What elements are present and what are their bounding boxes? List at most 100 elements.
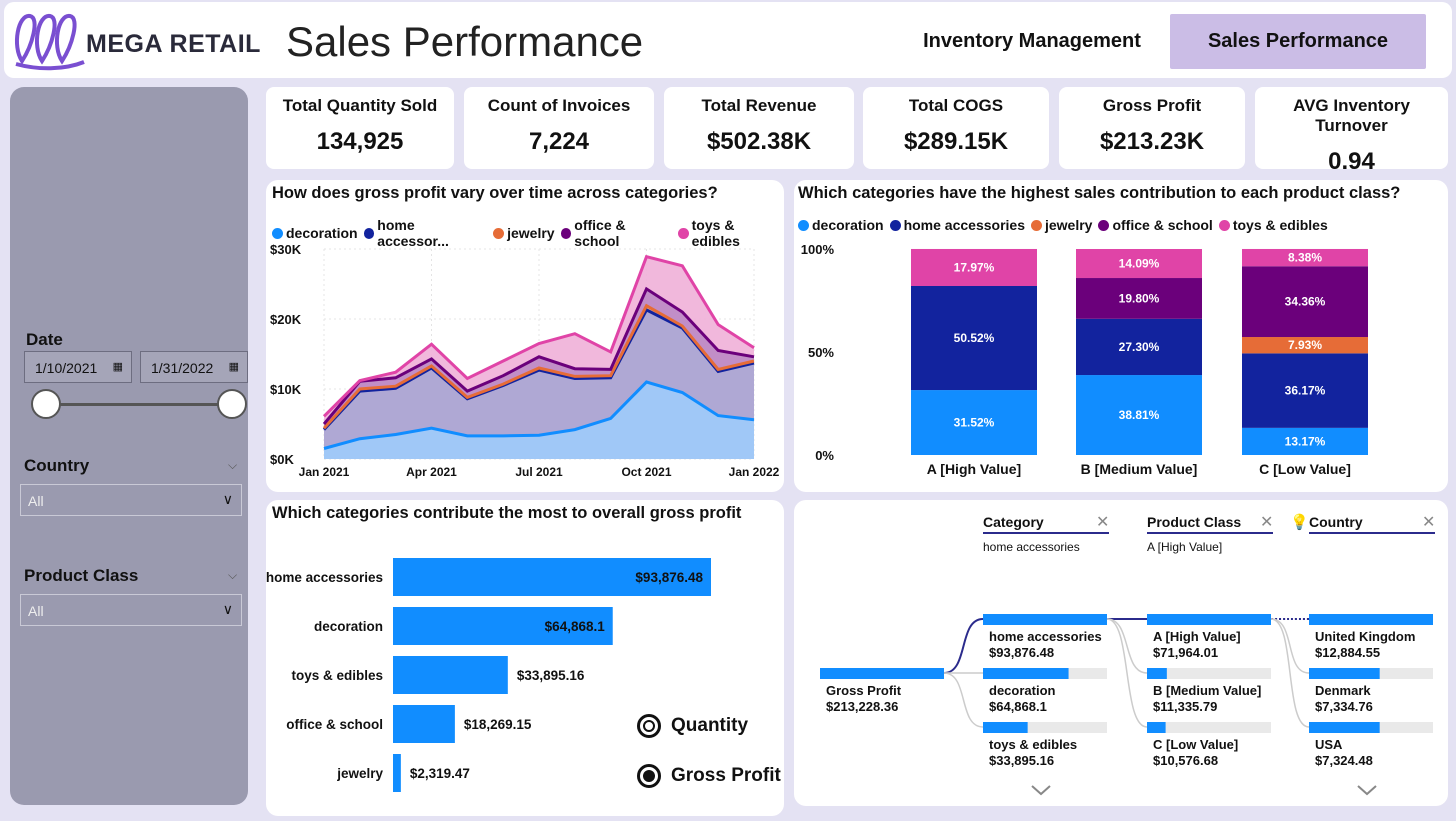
date-slider-end-handle[interactable] (217, 389, 247, 419)
data-label: $18,269.15 (464, 717, 532, 732)
bar-segment (1242, 427, 1368, 455)
legend-item[interactable]: office & school (560, 217, 672, 249)
category-gross-profit-chart: Which categories contribute the most to … (266, 500, 784, 816)
data-label: 14.09% (1119, 257, 1160, 271)
calendar-icon[interactable]: ▦ (228, 361, 239, 373)
node-value: $7,324.48 (1315, 753, 1373, 768)
legend-label: office & school (1112, 217, 1213, 233)
horizontal-bar-chart-plot[interactable]: home accessories $93,876.48 decoration $64,… (266, 540, 784, 810)
date-slider-track[interactable] (46, 403, 232, 406)
legend-label: jewelry (1044, 217, 1093, 233)
legend-label: office & school (574, 217, 626, 249)
bar (393, 607, 613, 645)
bar-segment (1076, 249, 1202, 279)
node-value: $64,868.1 (989, 699, 1047, 714)
toggle-gross-profit[interactable]: Gross Profit (637, 764, 781, 788)
lightbulb-icon[interactable]: 💡 (1290, 514, 1309, 531)
series-line-office-school (322, 286, 755, 425)
node-bar (1147, 668, 1167, 679)
x-tick-label: Apr 2021 (406, 465, 457, 479)
chevron-down-icon[interactable]: ⌵ (228, 458, 238, 472)
radio-icon[interactable] (637, 714, 661, 738)
product-class-filter-label: Product Class (24, 566, 139, 585)
node-label: Gross Profit (826, 683, 902, 698)
area-chart-plot[interactable]: $0K $10K $20K $30K Jan 2021 Apr 2021 Jul 2021 O… (266, 235, 784, 485)
chevron-down-icon[interactable]: ∨ (222, 601, 233, 617)
x-tick-label: Jul 2021 (515, 465, 563, 479)
product-class-dropdown[interactable]: All ∨ (20, 594, 242, 626)
legend-dot-icon (272, 227, 283, 239)
date-end-input[interactable]: 1/31/2022 ▦ (140, 351, 248, 383)
legend-item[interactable]: office & school (1098, 217, 1213, 233)
kpi-label: Gross Profit (1102, 96, 1202, 115)
mega-retail-logo (14, 14, 85, 71)
x-tick-label: A [High Value] (927, 461, 1021, 477)
bar-segment (1076, 278, 1202, 319)
node-value: $33,895.16 (989, 753, 1054, 768)
legend-item[interactable]: decoration (798, 217, 884, 233)
kpi-value: $502.38K (706, 128, 812, 155)
legend-dot-icon (560, 227, 572, 239)
legend-item[interactable]: home accessories (889, 217, 1025, 233)
node-label: C [Low Value] (1153, 737, 1238, 752)
toggle-quantity[interactable]: Quantity (637, 714, 748, 738)
node-label: home accessories (989, 629, 1102, 644)
radio-selected-icon[interactable] (637, 764, 661, 788)
calendar-icon[interactable]: ▦ (112, 361, 123, 373)
node-bar (983, 668, 1069, 679)
chart-title: How does gross profit vary over time acr… (272, 184, 718, 202)
data-label: 7.93% (1288, 338, 1322, 352)
legend-item[interactable]: toys & edibles (677, 217, 784, 249)
chart-legend: decoration home accessories jewelry offi… (798, 217, 1328, 233)
legend-label: jewelry (507, 225, 555, 241)
node-bar (820, 668, 944, 679)
tree-connector (1270, 618, 1310, 674)
close-icon[interactable]: ✕ (1260, 514, 1274, 531)
kpi-label: Total Quantity Sold (282, 96, 438, 115)
legend-dot-icon (363, 227, 375, 239)
legend-dot-icon (493, 227, 505, 239)
level-header-product-class: Product Class (1147, 514, 1273, 534)
kpi-label: Count of Invoices (487, 96, 631, 115)
page-title: Sales Performance (286, 18, 644, 65)
toggle-label: Gross Profit (671, 765, 781, 786)
close-icon[interactable]: ✕ (1422, 514, 1436, 531)
date-filter-label: Date (26, 330, 63, 349)
legend-item[interactable]: decoration (272, 217, 358, 249)
legend-item[interactable]: jewelry (1030, 217, 1093, 233)
bar-segment (911, 248, 1037, 286)
data-label: $64,868.1 (545, 619, 606, 634)
kpi-label: Total COGS (908, 96, 1004, 115)
kpi-value: 0.94 (1328, 148, 1375, 175)
nav-inventory-management[interactable]: Inventory Management (923, 30, 1141, 52)
x-tick-label: Oct 2021 (621, 465, 671, 479)
legend-label: toys & edibles (691, 217, 740, 249)
series-line-decoration (323, 380, 755, 450)
kpi-avg-inventory-turnover: AVG Inventory Turnover 0.94 (1255, 87, 1448, 175)
date-slider-start-handle[interactable] (31, 389, 61, 419)
node-value: $10,576.68 (1153, 753, 1218, 768)
chevron-down-icon[interactable]: ∨ (222, 491, 233, 507)
legend-item[interactable]: home accessor... (363, 217, 488, 249)
y-tick-label: $30K (270, 242, 302, 257)
legend-item[interactable]: jewelry (493, 217, 555, 249)
x-tick-label: C [Low Value] (1259, 461, 1351, 477)
stacked-bar-chart-plot[interactable]: 0% 50% 100% 31.52% 50.52% 17.97% A [High Value… (794, 235, 1448, 485)
nav-sales-performance[interactable]: Sales Performance (1170, 14, 1426, 69)
level-selection: A [High Value] (1147, 540, 1223, 554)
gross-profit-over-time-chart: How does gross profit vary over time acr… (266, 180, 784, 492)
y-tick-label: toys & edibles (291, 668, 383, 683)
data-label: $2,319.47 (410, 766, 470, 781)
chevron-down-icon[interactable]: ⌵ (228, 568, 238, 582)
node-bar (1147, 614, 1271, 625)
close-icon[interactable]: ✕ (1096, 514, 1110, 531)
y-tick-label: 0% (815, 448, 834, 463)
data-label: 31.52% (954, 416, 995, 430)
legend-item[interactable]: toys & edibles (1218, 217, 1328, 233)
date-start-value: 1/10/2021 (35, 360, 98, 376)
data-label: $93,876.48 (635, 570, 703, 585)
date-start-input[interactable]: 1/10/2021 ▦ (24, 351, 132, 383)
node-label: USA (1315, 737, 1343, 752)
country-dropdown[interactable]: All ∨ (20, 484, 242, 516)
